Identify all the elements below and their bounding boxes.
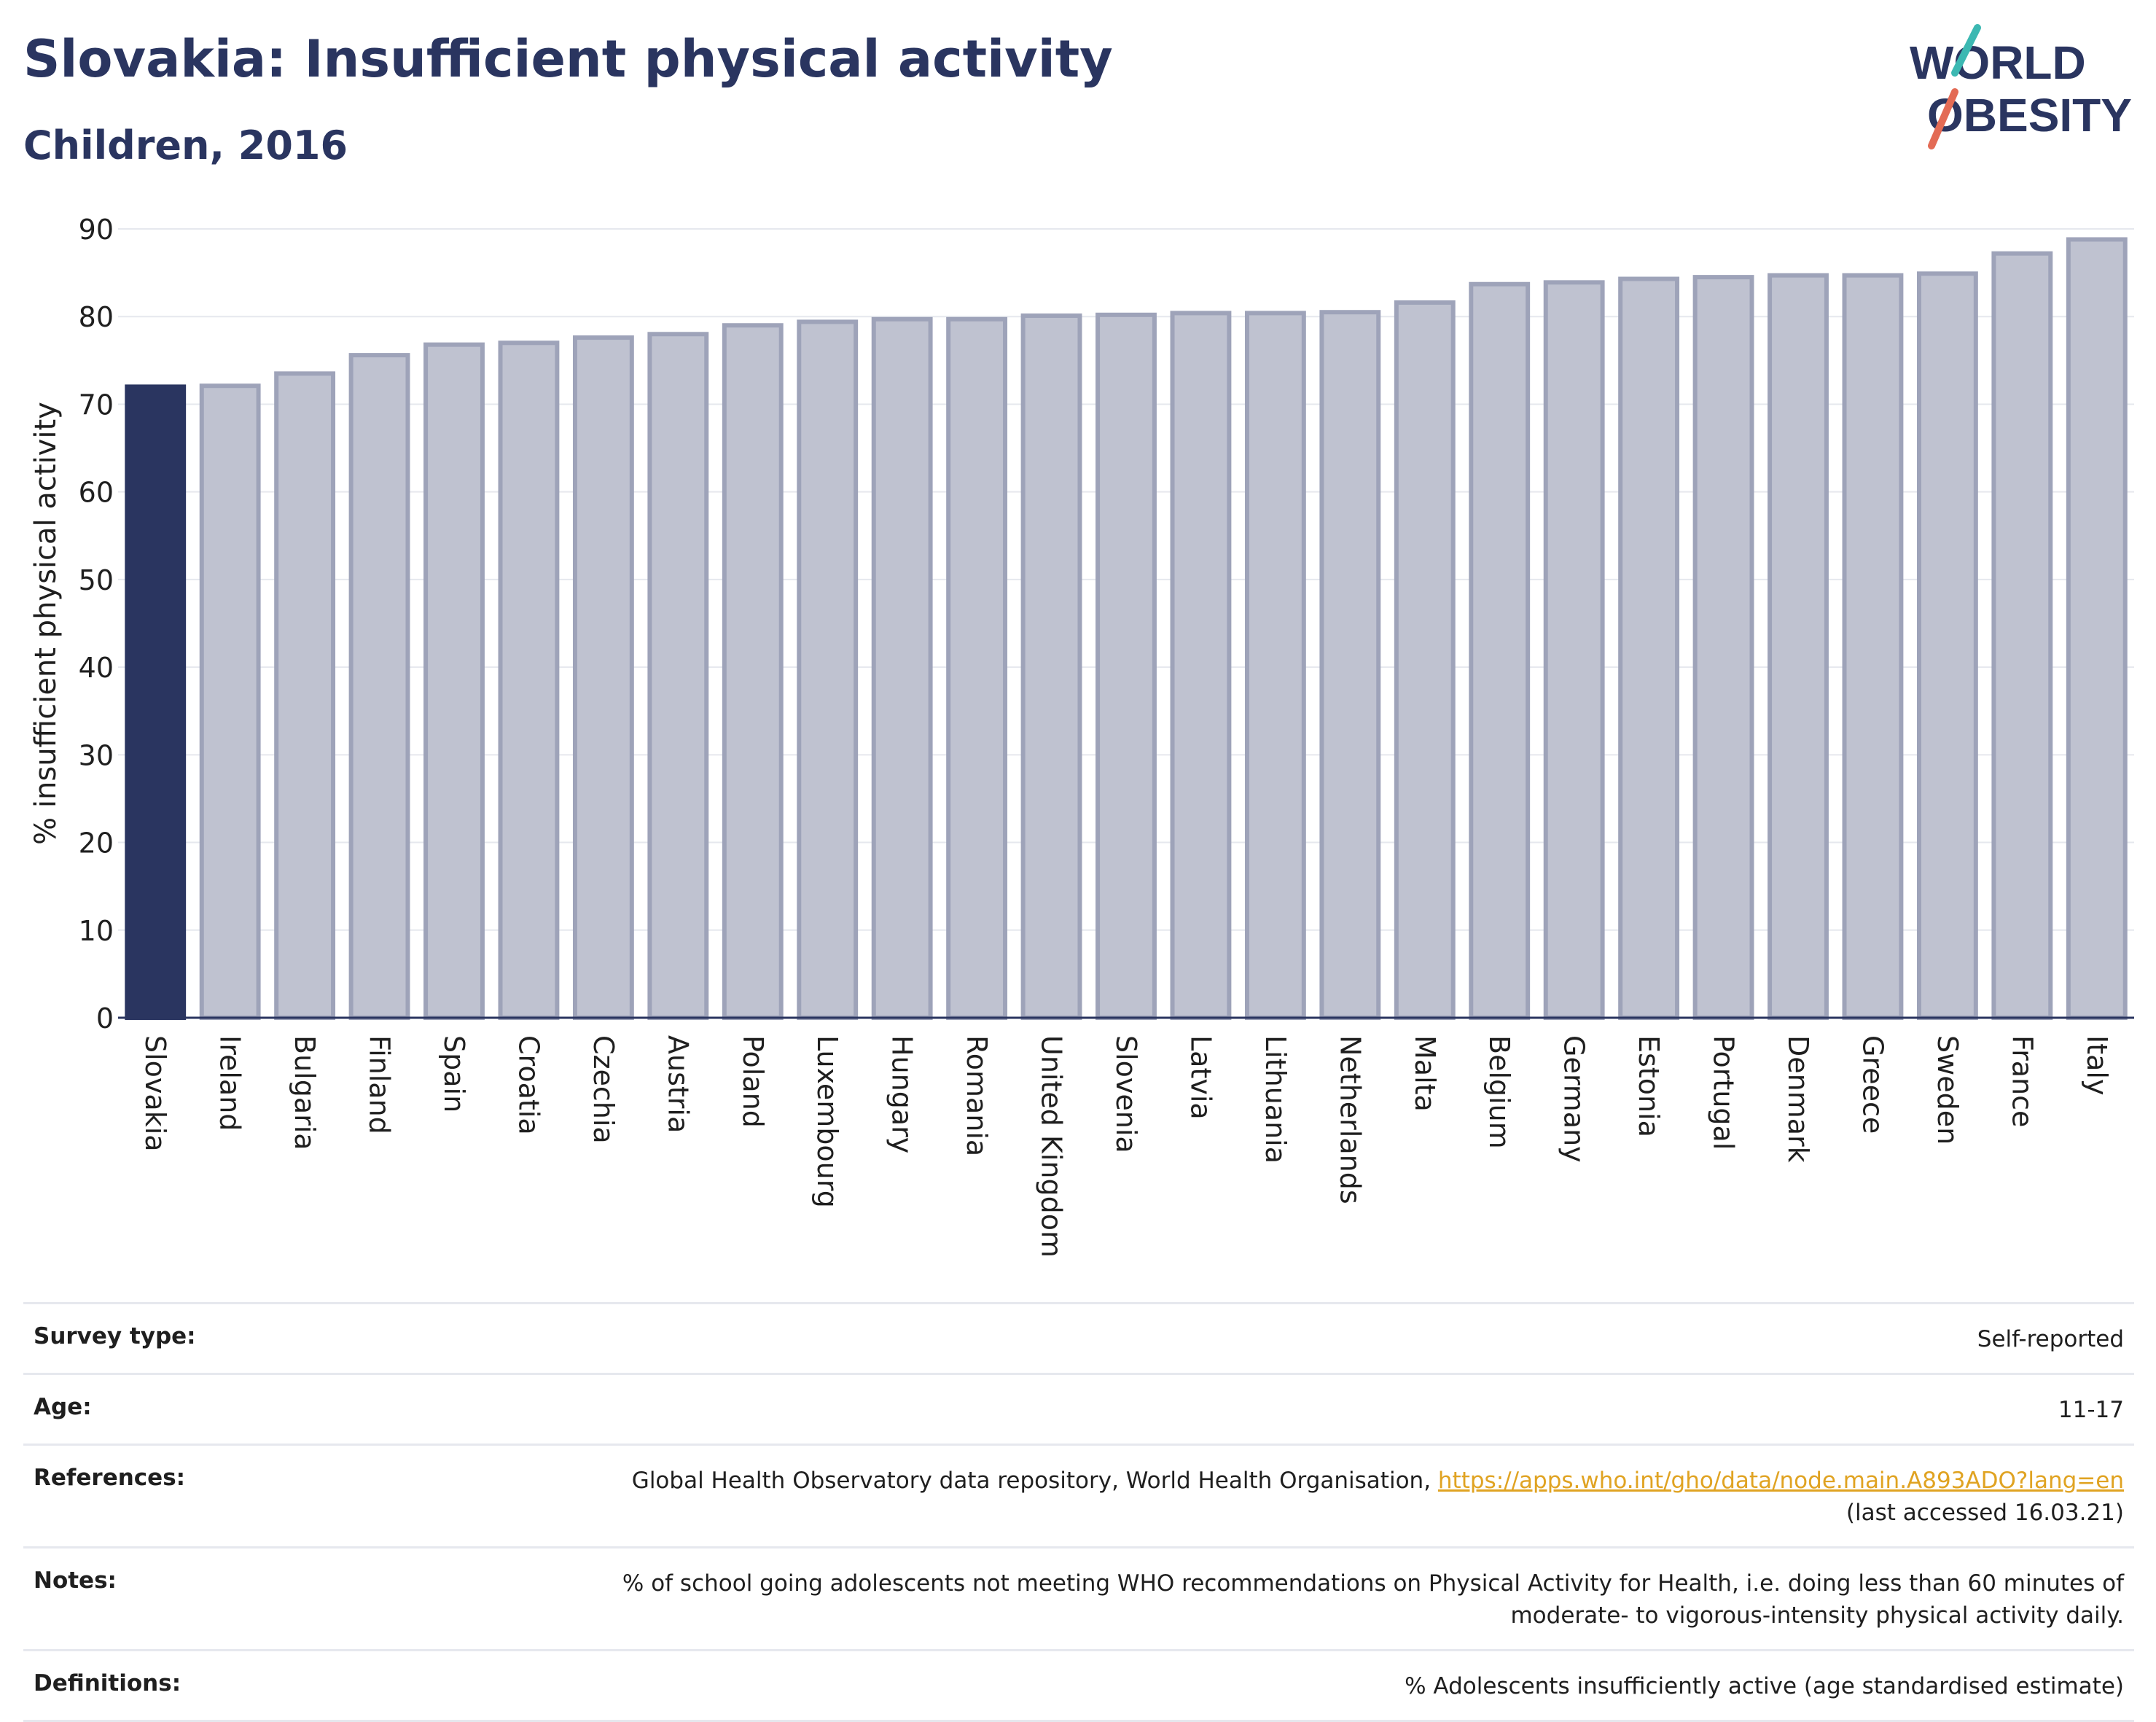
bar [871,316,933,1020]
y-tick-label: 30 [79,739,114,771]
bar [722,323,784,1020]
x-tick-label: Greece [1856,1035,1889,1134]
notes-line-2: moderate- to vigorous-intensity physical… [1510,1602,2124,1629]
bar [1916,271,1978,1020]
x-tick-label: Italy [2081,1035,2113,1095]
age-value: 11-17 [2058,1397,2124,1423]
bar [1244,311,1306,1020]
x-tick-label: Romania [961,1035,993,1156]
y-axis-title: % insufficient physical activity [29,402,63,845]
x-tick-label: Croatia [512,1035,544,1135]
logo-text-obesity: OBESITY [1927,89,2132,141]
x-tick-label: Malta [1409,1035,1441,1112]
page-subtitle: Children, 2016 [23,122,348,168]
info-row-survey-type: Survey type: Self-reported [23,1304,2134,1375]
info-row-notes: Notes: % of school going adolescents not… [23,1548,2134,1651]
x-tick-label: Luxembourg [811,1035,843,1208]
bar [1842,273,1904,1021]
bar-chart: 0 10 20 30 40 50 60 70 80 90 % insufficient physic… [29,214,2134,1258]
notes-value: % of school going adolescents not meetin… [622,1567,2124,1632]
notes-label: Notes: [34,1567,117,1594]
y-tick-label: 70 [79,389,114,421]
bar [498,340,560,1021]
x-tick-label: Czechia [587,1035,620,1144]
bar [1991,251,2053,1020]
x-tick-label: Bulgaria [289,1035,321,1150]
definitions-label: Definitions: [34,1670,181,1696]
bar [2066,237,2128,1021]
bar [274,371,336,1021]
bar [797,319,859,1021]
info-row-age: Age: 11-17 [23,1375,2134,1446]
x-tick-label: Finland [364,1035,396,1134]
bar-highlight [125,384,187,1020]
bar [946,316,1008,1020]
logo-text-world: WORLD [1910,36,2086,89]
age-label: Age: [34,1394,92,1420]
x-tick-label: Latvia [1184,1035,1216,1120]
y-tick-label: 10 [79,915,114,947]
logo-slash-teal [1951,24,1981,77]
x-tick-label: France [2006,1035,2038,1127]
bar [199,383,261,1021]
bar [348,353,410,1020]
y-tick-label: 60 [79,477,114,509]
page-title: Slovakia: Insufficient physical activity [23,29,1113,89]
x-tick-label: Lithuania [1259,1035,1292,1164]
bar [1692,275,1754,1021]
x-tick-label: Austria [662,1035,694,1133]
info-row-definitions: Definitions: % Adolescents insufficientl… [23,1651,2134,1722]
survey-type-value: Self-reported [1977,1326,2124,1352]
references-accessed: (last accessed 16.03.21) [1846,1500,2124,1526]
y-tick-label: 50 [79,564,114,596]
bar [1095,312,1157,1021]
x-tick-label: Hungary [886,1035,918,1153]
x-tick-label: Portugal [1708,1035,1740,1150]
references-label: References: [34,1465,186,1491]
x-tick-label: Spain [438,1035,470,1113]
definitions-value: % Adolescents insufficiently active (age… [1405,1673,2124,1699]
bar [1768,273,1829,1021]
x-tick-label: Belgium [1483,1035,1515,1149]
bar [1020,313,1082,1020]
y-tick-label: 90 [79,214,114,246]
x-tick-label: United Kingdom [1036,1035,1068,1258]
x-tick-label: Estonia [1633,1035,1665,1137]
info-table: Survey type: Self-reported Age: 11-17 Re… [23,1302,2134,1722]
x-tick-label: Netherlands [1334,1035,1366,1204]
y-tick-label: 20 [79,827,114,860]
bar [1170,311,1232,1020]
bar [647,332,709,1020]
bar [1543,280,1605,1020]
bar [1394,300,1456,1020]
y-tick-label: 40 [79,652,114,684]
references-link[interactable]: https://apps.who.int/gho/data/node.main.… [1437,1468,2124,1494]
y-tick-label: 0 [96,1002,114,1035]
x-tick-label: Germany [1558,1035,1590,1163]
x-tick-label: Ireland [214,1035,246,1131]
references-value: Global Health Observatory data repositor… [632,1465,2124,1529]
survey-type-label: Survey type: [34,1323,196,1349]
notes-line-1: % of school going adolescents not meetin… [622,1570,2124,1597]
references-text: Global Health Observatory data repositor… [631,1468,1438,1494]
world-obesity-logo: WORLD OBESITY [1910,24,2132,149]
x-tick-label: Denmark [1782,1035,1814,1163]
y-tick-label: 80 [79,301,114,333]
x-tick-label: Slovenia [1110,1035,1142,1153]
bar [1319,310,1381,1020]
x-tick-label: Slovakia [139,1035,171,1152]
logo-slash-red [1928,88,1958,149]
info-row-references: References: Global Health Observatory da… [23,1446,2134,1548]
bar [572,335,634,1020]
bar [1469,281,1531,1021]
bar [1618,276,1680,1020]
bar [423,342,485,1020]
x-tick-label: Sweden [1932,1035,1964,1145]
x-tick-label: Poland [737,1035,769,1128]
